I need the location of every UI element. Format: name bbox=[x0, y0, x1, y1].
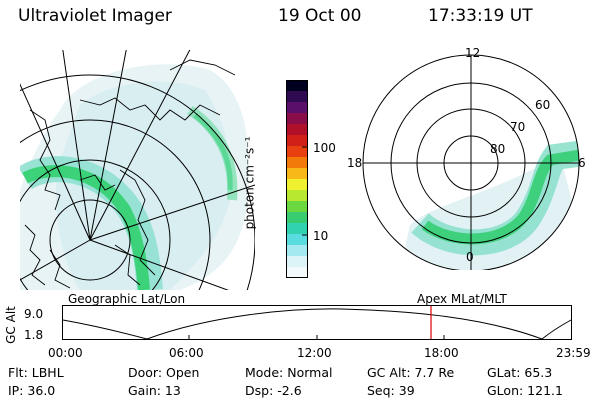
colorbar-segment bbox=[286, 135, 308, 147]
altitude-tick-high: 9.0 bbox=[24, 307, 44, 321]
altitude-axis-label: GC Alt bbox=[3, 306, 18, 344]
altitude-x-tick-1800: 18:00 bbox=[424, 346, 459, 360]
colorbar-segment bbox=[286, 245, 308, 257]
colorbar-segment bbox=[286, 102, 308, 114]
left-map-label: Geographic Lat/Lon bbox=[68, 292, 186, 306]
altitude-x-tick-0000: 00:00 bbox=[48, 346, 83, 360]
colorbar-segment bbox=[286, 157, 308, 169]
colorbar-segment bbox=[286, 124, 308, 136]
info-gc-alt: GC Alt: 7.7 Re bbox=[367, 365, 455, 380]
colorbar-tick-10: 10 bbox=[313, 229, 329, 243]
mlt-label-6: 6 bbox=[578, 156, 586, 170]
colorbar-segment bbox=[286, 256, 308, 268]
colorbar bbox=[286, 80, 308, 278]
colorbar-segment bbox=[286, 168, 308, 180]
altitude-x-tick-0600: 06:00 bbox=[169, 346, 204, 360]
observation-date: 19 Oct 00 bbox=[278, 6, 362, 26]
altitude-x-tick-1200: 12:00 bbox=[297, 346, 332, 360]
lat-label-70: 70 bbox=[510, 120, 526, 134]
altitude-tick-low: 1.8 bbox=[24, 328, 44, 342]
right-map-label: Apex MLat/MLT bbox=[417, 292, 507, 306]
info-glon: GLon: 121.1 bbox=[487, 383, 563, 398]
colorbar-segment bbox=[286, 223, 308, 235]
altitude-plot bbox=[62, 305, 572, 340]
info-filter: Flt: LBHL bbox=[8, 365, 64, 380]
info-seq: Seq: 39 bbox=[367, 383, 415, 398]
colorbar-segment bbox=[286, 234, 308, 246]
altitude-curve bbox=[62, 308, 572, 340]
colorbar-segment bbox=[286, 212, 308, 224]
colorbar-segment bbox=[286, 80, 308, 92]
mlt-label-18: 18 bbox=[347, 156, 363, 170]
colorbar-unit-label: photon cm⁻²s⁻¹ bbox=[242, 136, 257, 230]
polar-plot bbox=[362, 54, 580, 270]
altitude-x-tick-2359: 23:59 bbox=[556, 346, 591, 360]
info-door: Door: Open bbox=[128, 365, 200, 380]
lat-label-80: 80 bbox=[490, 142, 506, 156]
colorbar-segment bbox=[286, 113, 308, 125]
polar-oval-core bbox=[421, 149, 579, 245]
colorbar-segment bbox=[286, 201, 308, 213]
info-glat: GLat: 65.3 bbox=[487, 365, 553, 380]
observation-time: 17:33:19 UT bbox=[428, 6, 533, 26]
auroral-oval-core bbox=[22, 165, 150, 290]
colorbar-tick-100: 100 bbox=[313, 141, 336, 155]
instrument-title: Ultraviolet Imager bbox=[18, 6, 172, 26]
colorbar-segment bbox=[286, 179, 308, 191]
colorbar-segment bbox=[286, 190, 308, 202]
geographic-map bbox=[20, 50, 255, 290]
lat-label-60: 60 bbox=[535, 98, 551, 112]
info-ip: IP: 36.0 bbox=[8, 383, 56, 398]
colorbar-segment bbox=[286, 91, 308, 103]
colorbar-segment bbox=[286, 267, 308, 278]
info-mode: Mode: Normal bbox=[245, 365, 333, 380]
mlt-label-0: 0 bbox=[466, 250, 474, 264]
colorbar-segment bbox=[286, 146, 308, 158]
mlt-label-12: 12 bbox=[465, 46, 481, 60]
coastlines bbox=[24, 59, 236, 289]
info-dsp: Dsp: -2.6 bbox=[245, 383, 302, 398]
info-gain: Gain: 13 bbox=[128, 383, 181, 398]
